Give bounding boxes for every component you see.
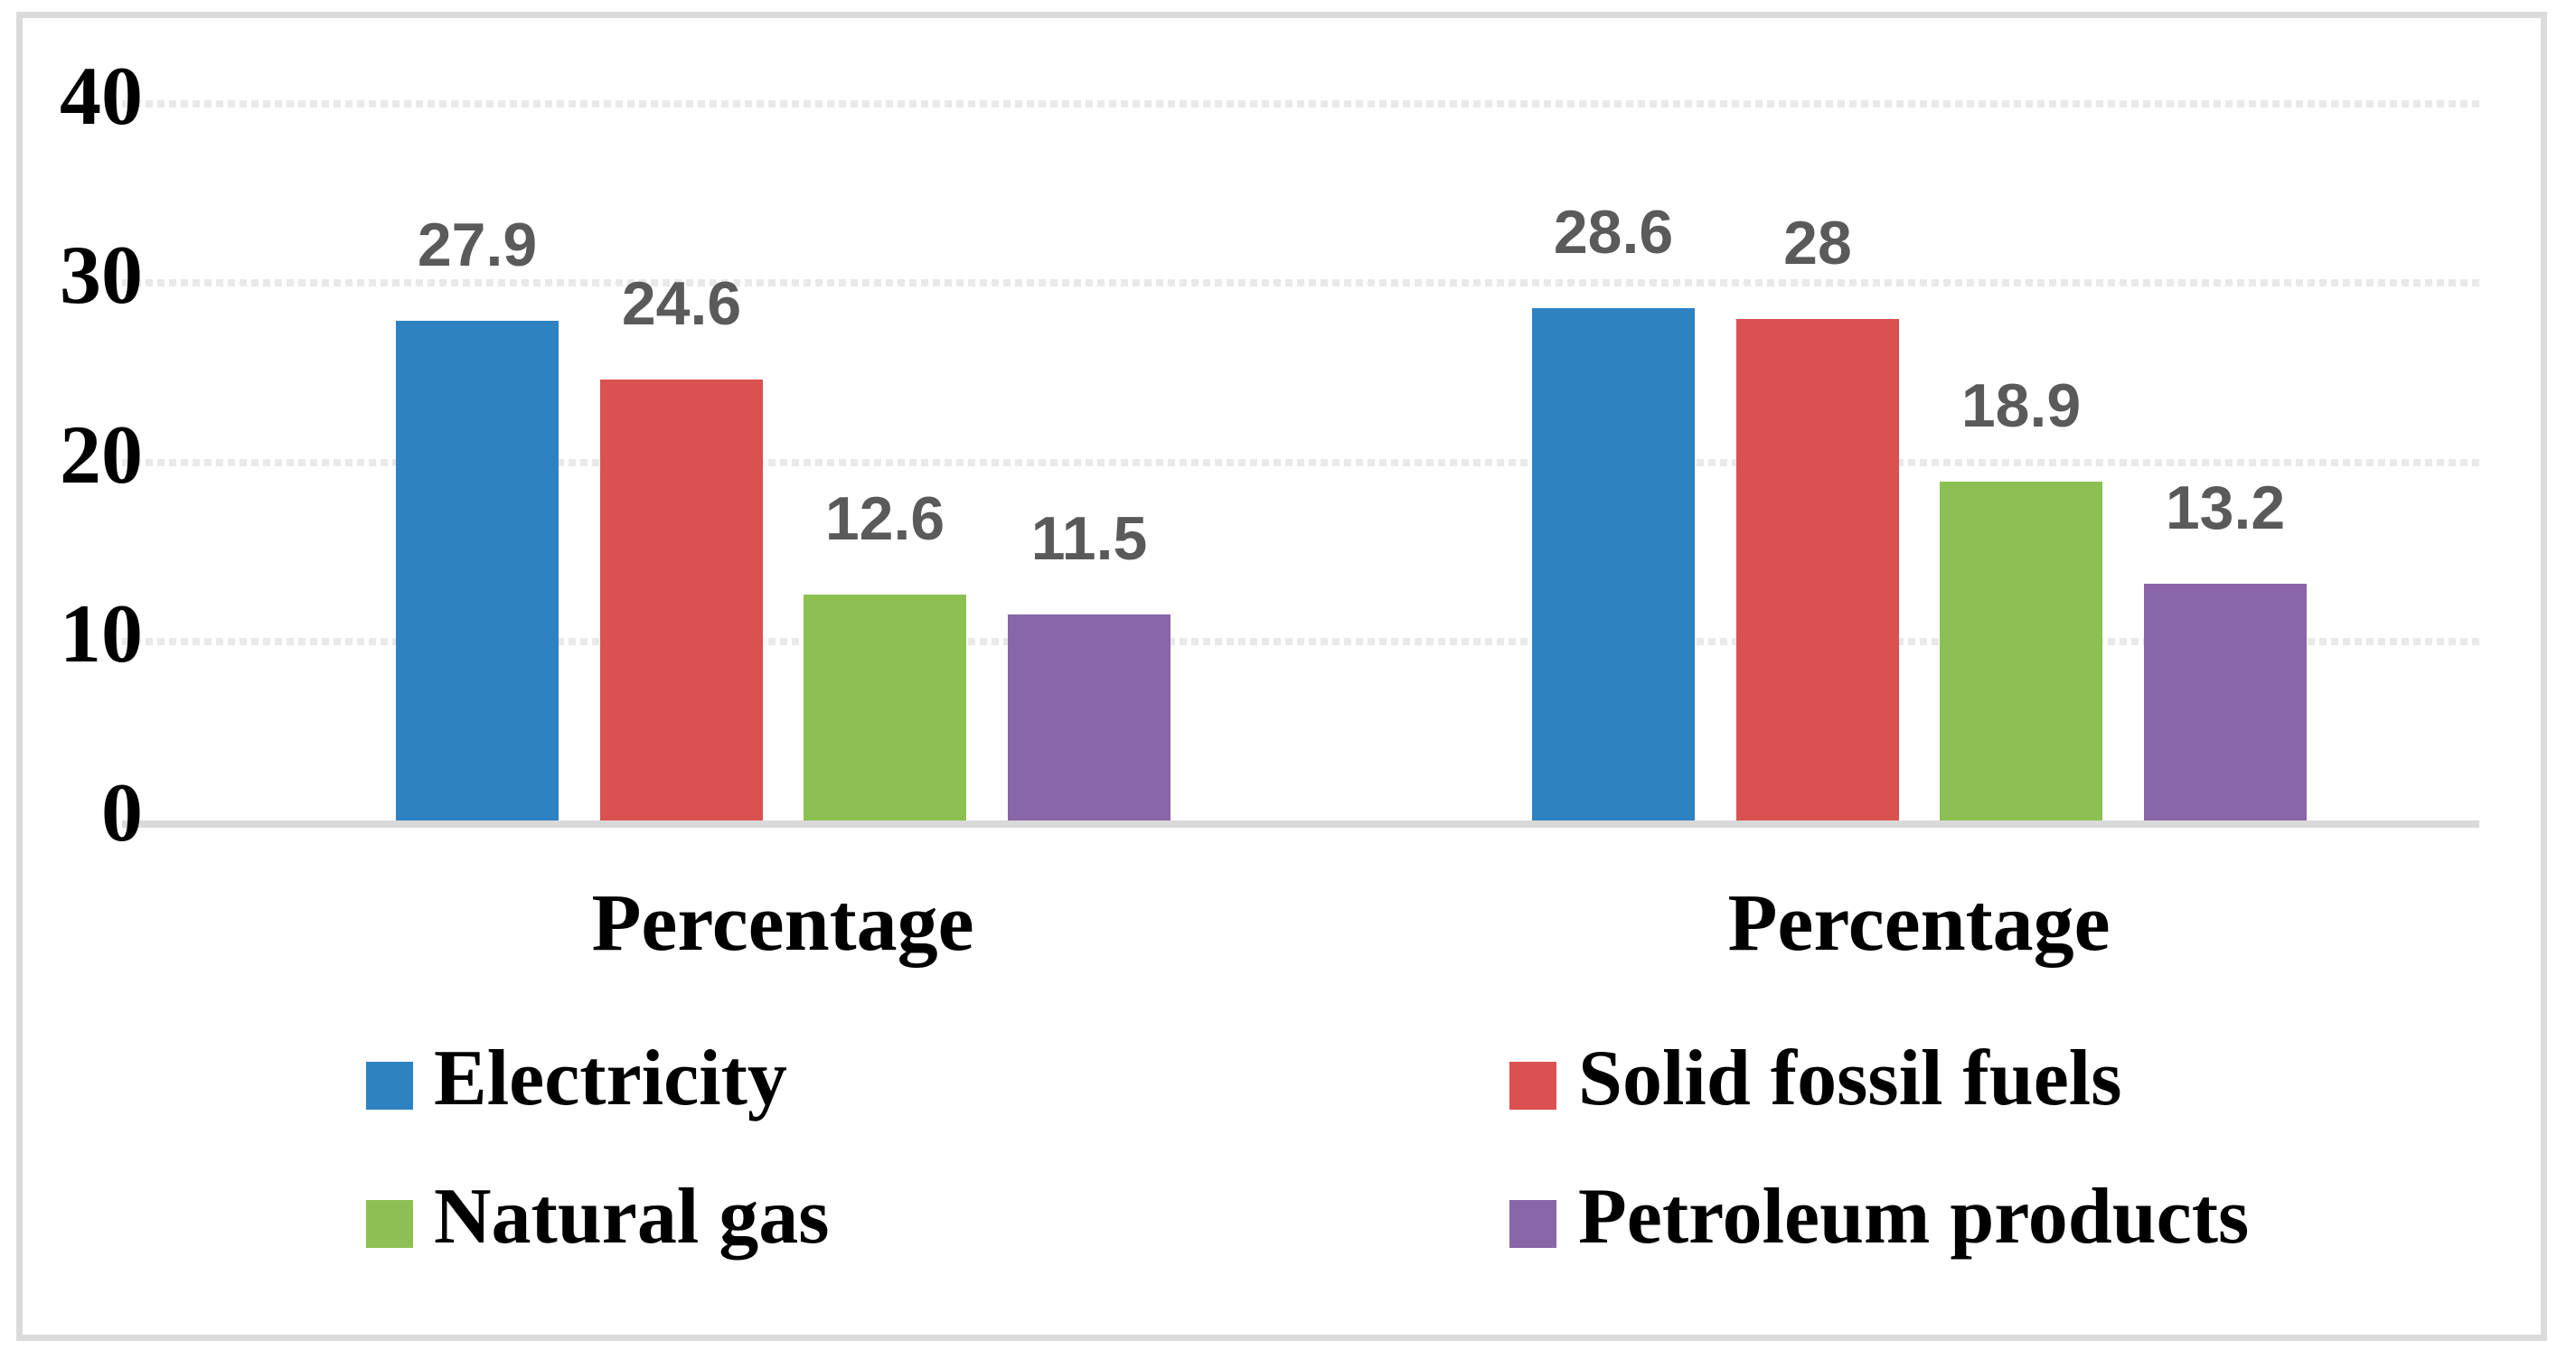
bar-natural-gas [1940,482,2102,820]
bar-petroleum-products [2144,584,2307,820]
category-label: Percentage [1727,878,2111,968]
x-axis-line [122,820,2479,828]
y-axis-tick-label: 30 [60,229,143,322]
y-axis-tick-label: 0 [101,766,143,858]
gridline [122,100,2479,108]
gridline [122,279,2479,287]
bar-value-label: 12.6 [824,484,945,553]
bar-value-label: 11.5 [1030,504,1148,573]
y-axis-tick-label: 10 [60,586,143,680]
y-axis-tick-label: 40 [60,50,143,142]
bar-value-label: 24.6 [621,269,742,338]
bar-solid-fossil-fuels [600,380,763,820]
bar-electricity [396,321,559,820]
category-label: Percentage [591,878,974,968]
y-axis-tick-label: 20 [60,408,143,501]
chart-border [16,12,2547,1341]
legend-swatch-petroleum-products [1509,1200,1556,1248]
bar-solid-fossil-fuels [1736,319,1899,820]
legend-label: Natural gas [434,1173,830,1261]
gridline [122,637,2479,645]
legend-swatch-solid-fossil-fuels [1509,1062,1556,1110]
legend-swatch-electricity [366,1062,413,1110]
bar-value-label: 27.9 [417,211,538,279]
gridline [122,458,2479,466]
bar-petroleum-products [1008,614,1170,820]
legend-label: Petroleum products [1578,1173,2250,1261]
legend-label: Electricity [434,1035,787,1122]
bar-value-label: 28.6 [1553,198,1674,267]
bar-value-label: 13.2 [2165,474,2286,542]
bar-value-label: 18.9 [1960,371,2082,440]
bar-value-label: 28 [1783,209,1852,277]
bar-electricity [1532,308,1695,820]
legend-swatch-natural-gas [366,1200,413,1248]
bar-natural-gas [804,595,966,820]
legend-label: Solid fossil fuels [1578,1035,2122,1122]
